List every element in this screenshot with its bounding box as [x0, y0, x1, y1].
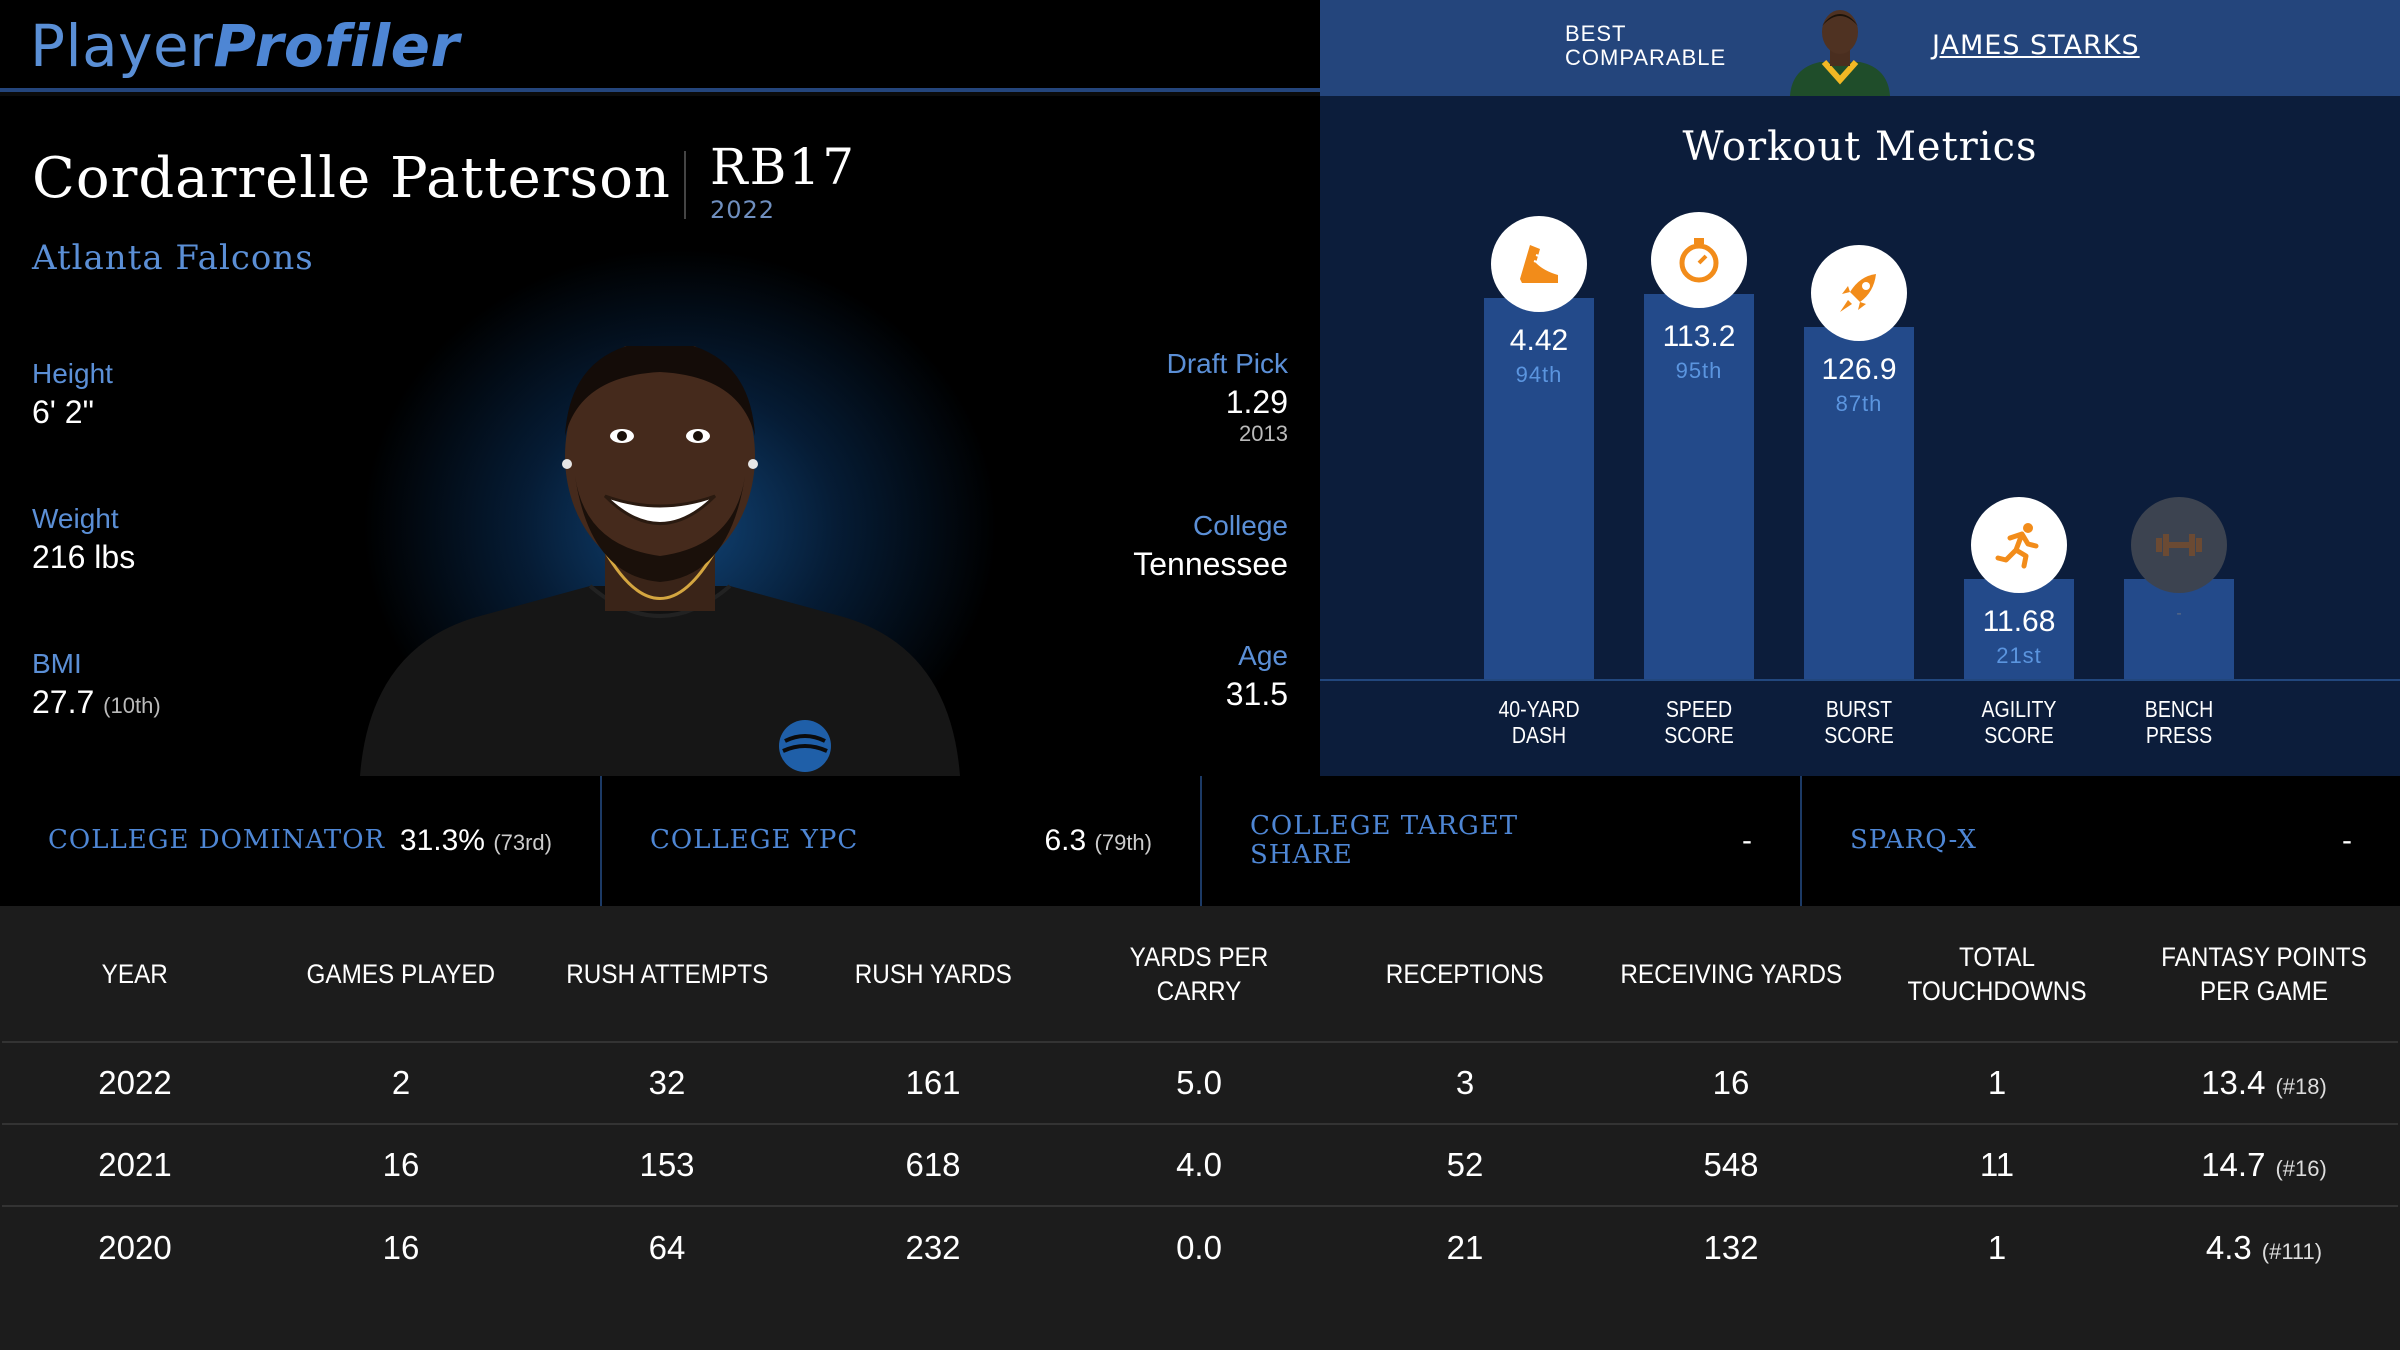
workout-label: BURST SCORE — [1824, 696, 1894, 748]
shoe-icon — [1491, 216, 1587, 313]
name-divider — [684, 151, 686, 219]
season-stats-table: YEAR GAMES PLAYED RUSH ATTEMPTS RUSH YAR… — [0, 906, 2400, 1350]
height-stat: Height 6' 2" — [32, 358, 113, 430]
logo-text-player: Player — [30, 12, 214, 80]
workout-percentile: 21st — [1996, 643, 2042, 668]
best-comparable-bar: BEST COMPARABLE JAMES STARKS — [1320, 0, 2400, 96]
col-rush-attempts[interactable]: RUSH ATTEMPTS — [534, 906, 800, 1043]
workout-label: AGILITY SCORE — [1981, 696, 2057, 748]
workout-label: SPEED SCORE — [1664, 696, 1734, 748]
comparable-player-avatar — [1790, 10, 1890, 96]
col-games-played[interactable]: GAMES PLAYED — [268, 906, 534, 1043]
workout-bar-speed-score[interactable] — [1644, 294, 1754, 679]
col-year[interactable]: YEAR — [2, 906, 268, 1043]
site-logo[interactable]: PlayerProfiler — [30, 10, 460, 82]
workout-baseline — [1320, 679, 2400, 681]
col-receptions[interactable]: RECEPTIONS — [1332, 906, 1598, 1043]
workout-value: 11.68 — [1982, 605, 2056, 638]
weight-stat: Weight 216 lbs — [32, 503, 136, 575]
col-rush-yards[interactable]: RUSH YARDS — [800, 906, 1066, 1043]
bmi-stat: BMI 27.7 (10th) — [32, 648, 161, 720]
runner-icon — [1971, 497, 2067, 593]
best-comparable-label: BEST COMPARABLE — [1565, 21, 1727, 70]
rocket-icon — [1811, 244, 1907, 341]
metric-college-ypc[interactable]: COLLEGE YPC 6.3 (79th) — [600, 776, 1200, 906]
col-receiving-yards[interactable]: RECEIVING YARDS — [1598, 906, 1864, 1043]
logo-text-profiler: Profiler — [213, 12, 460, 80]
workout-value: - — [2176, 605, 2182, 622]
player-info-panel: Cordarrelle Patterson RB17 2022 Atlanta … — [0, 96, 1320, 776]
workout-percentile: 94th — [1515, 362, 1563, 388]
col-yards-per-carry[interactable]: YARDS PER CARRY — [1066, 906, 1332, 1043]
workout-percentile: 87th — [1835, 390, 1883, 416]
player-name: Cordarrelle Patterson — [32, 146, 671, 211]
season-year: 2022 — [710, 196, 776, 224]
workout-bar-bench-press[interactable] — [2124, 579, 2234, 679]
player-photo — [360, 346, 960, 776]
dumbbell-icon — [2131, 497, 2227, 593]
position-rank: RB17 — [710, 138, 857, 196]
table-row[interactable]: 2021 16 153 618 4.0 52 548 11 14.7 (#16) — [2, 1124, 2398, 1207]
comparable-player-link[interactable]: JAMES STARKS — [1932, 30, 2140, 61]
workout-title: Workout Metrics — [1682, 124, 2038, 170]
table-row[interactable]: 2020 16 64 232 0.0 21 132 1 4.3 (#111) — [98, 1228, 2323, 1266]
college-metrics-bar: COLLEGE DOMINATOR 31.3% (73rd) COLLEGE Y… — [0, 776, 2400, 906]
table-header-row: YEAR GAMES PLAYED RUSH ATTEMPTS RUSH YAR… — [2, 906, 2398, 1043]
workout-bar-40-yard[interactable] — [1484, 298, 1594, 679]
stopwatch-icon — [1651, 212, 1747, 309]
age-stat: Age 31.5 — [1225, 640, 1288, 712]
col-fantasy-points[interactable]: FANTASY POINTS PER GAME — [2130, 906, 2398, 1043]
workout-percentile: 95th — [1675, 358, 1723, 384]
workout-value: 126.9 — [1821, 352, 1897, 386]
table-row[interactable]: 2022 2 32 161 5.0 3 16 1 13.4 (#18) — [2, 1042, 2398, 1125]
workout-label: 40-YARD DASH — [1498, 696, 1580, 748]
col-total-touchdowns[interactable]: TOTAL TOUCHDOWNS — [1864, 906, 2130, 1043]
workout-value: 113.2 — [1662, 320, 1736, 354]
metric-sparq-x[interactable]: SPARQ-X - — [1800, 776, 2400, 906]
workout-label: BENCH PRESS — [2144, 696, 2214, 748]
header-bar: PlayerProfiler — [0, 0, 1320, 92]
workout-bar-agility-score[interactable] — [1964, 579, 2074, 679]
workout-value: 4.42 — [1509, 324, 1569, 358]
workout-bar-burst-score[interactable] — [1804, 326, 1914, 679]
team-name[interactable]: Atlanta Falcons — [32, 238, 314, 278]
workout-metrics-panel: Workout Metrics 4.42 94th 40-YARD DASH 11… — [1320, 96, 2400, 776]
metric-college-dominator[interactable]: COLLEGE DOMINATOR 31.3% (73rd) — [48, 824, 552, 857]
college-stat: College Tennessee — [1133, 510, 1288, 582]
draft-pick-stat: Draft Pick 1.29 2013 — [1166, 348, 1288, 446]
metric-college-target-share[interactable]: COLLEGE TARGET SHARE - — [1200, 776, 1800, 906]
